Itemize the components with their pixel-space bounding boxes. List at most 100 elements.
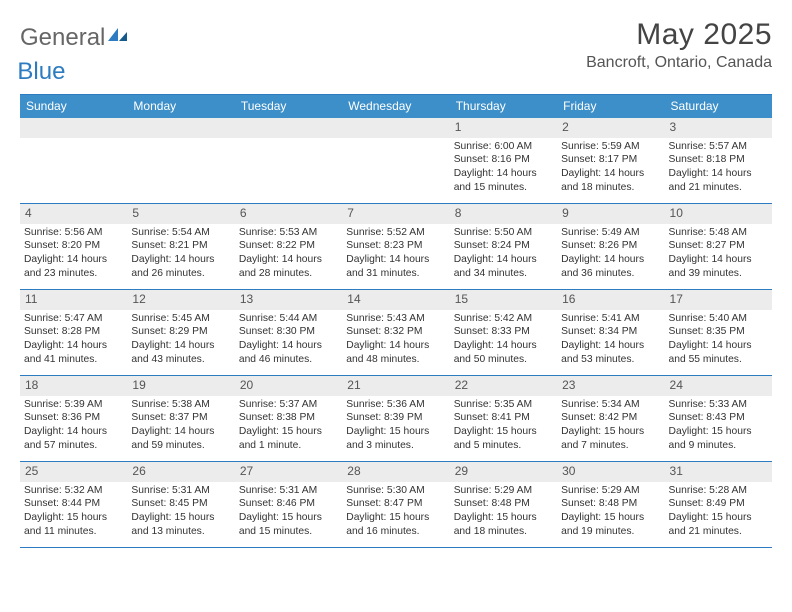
day-cell: 12Sunrise: 5:45 AMSunset: 8:29 PMDayligh… (127, 290, 234, 375)
daylight: Daylight: 15 hours (346, 511, 445, 525)
day-cell: 21Sunrise: 5:36 AMSunset: 8:39 PMDayligh… (342, 376, 449, 461)
daylight: Daylight: 14 hours (131, 339, 230, 353)
sunset: Sunset: 8:22 PM (239, 239, 338, 253)
day-cell: 27 Sunrise: 5:31 AMSunset: 8:46 PMDayligh… (235, 462, 342, 547)
daylight: and 36 minutes. (561, 267, 660, 281)
sunrise: Sunrise: 5:49 AM (561, 226, 660, 240)
sunset: Sunset: 8:37 PM (131, 411, 230, 425)
daylight: Daylight: 15 hours (561, 511, 660, 525)
day-cell: 11Sunrise: 5:47 AMSunset: 8:28 PMDayligh… (20, 290, 127, 375)
dow-sunday: Sunday (20, 95, 127, 118)
sunrise: Sunrise: 5:52 AM (346, 226, 445, 240)
sunset: Sunset: 8:46 PM (239, 497, 338, 511)
sunrise: Sunrise: 5:45 AM (131, 312, 230, 326)
logo-text-1: General (20, 24, 105, 52)
daylight: and 23 minutes. (24, 267, 123, 281)
week-row: 11Sunrise: 5:47 AMSunset: 8:28 PMDayligh… (20, 290, 772, 376)
sunrise: Sunrise: 5:54 AM (131, 226, 230, 240)
daylight: Daylight: 14 hours (131, 253, 230, 267)
daylight: and 15 minutes. (454, 181, 553, 195)
day-number: 6 (235, 204, 342, 224)
week-row: 1Sunrise: 6:00 AMSunset: 8:16 PMDaylight… (20, 118, 772, 204)
dow-thursday: Thursday (450, 95, 557, 118)
daylight: Daylight: 15 hours (239, 511, 338, 525)
day-cell: 10Sunrise: 5:48 AMSunset: 8:27 PMDayligh… (665, 204, 772, 289)
day-number: 20 (235, 376, 342, 396)
day-number: 22 (450, 376, 557, 396)
daylight: Daylight: 14 hours (239, 339, 338, 353)
sunrise: Sunrise: 5:43 AM (346, 312, 445, 326)
day-cell: 4Sunrise: 5:56 AMSunset: 8:20 PMDaylight… (20, 204, 127, 289)
daylight: Daylight: 15 hours (454, 511, 553, 525)
daylight: Daylight: 14 hours (561, 253, 660, 267)
daylight: and 50 minutes. (454, 353, 553, 367)
month-title: May 2025 (586, 18, 772, 52)
day-number: 17 (665, 290, 772, 310)
title-block: May 2025 Bancroft, Ontario, Canada (586, 18, 772, 72)
daylight: and 15 minutes. (239, 525, 338, 539)
day-number: 24 (665, 376, 772, 396)
sunset: Sunset: 8:26 PM (561, 239, 660, 253)
day-cell: 14Sunrise: 5:43 AMSunset: 8:32 PMDayligh… (342, 290, 449, 375)
day-number: 30 (557, 462, 664, 482)
sunrise: Sunrise: 5:44 AM (239, 312, 338, 326)
calendar: SundayMondayTuesdayWednesdayThursdayFrid… (20, 94, 772, 548)
day-number: 16 (557, 290, 664, 310)
day-number: 2 (557, 118, 664, 138)
daylight: and 13 minutes. (131, 525, 230, 539)
dow-saturday: Saturday (665, 95, 772, 118)
day-number: 19 (127, 376, 234, 396)
sunset: Sunset: 8:34 PM (561, 325, 660, 339)
sunrise: Sunrise: 5:28 AM (669, 484, 768, 498)
daylight: and 5 minutes. (454, 439, 553, 453)
daylight: Daylight: 15 hours (454, 425, 553, 439)
day-cell: 31Sunrise: 5:28 AMSunset: 8:49 PMDayligh… (665, 462, 772, 547)
sunset: Sunset: 8:48 PM (454, 497, 553, 511)
day-cell: 5Sunrise: 5:54 AMSunset: 8:21 PMDaylight… (127, 204, 234, 289)
daylight: and 11 minutes. (24, 525, 123, 539)
daylight: and 7 minutes. (561, 439, 660, 453)
sunrise: Sunrise: 5:53 AM (239, 226, 338, 240)
location: Bancroft, Ontario, Canada (586, 54, 772, 72)
day-cell: 20Sunrise: 5:37 AMSunset: 8:38 PMDayligh… (235, 376, 342, 461)
sunrise: Sunrise: 5:37 AM (239, 398, 338, 412)
sunrise: Sunrise: 5:31 AM (239, 484, 338, 498)
day-cell: 13Sunrise: 5:44 AMSunset: 8:30 PMDayligh… (235, 290, 342, 375)
daylight: and 1 minute. (239, 439, 338, 453)
daylight: Daylight: 15 hours (131, 511, 230, 525)
day-number: 3 (665, 118, 772, 138)
day-number: 11 (20, 290, 127, 310)
daylight: and 26 minutes. (131, 267, 230, 281)
daylight: and 31 minutes. (346, 267, 445, 281)
daylight: Daylight: 15 hours (669, 511, 768, 525)
week-row: 18Sunrise: 5:39 AMSunset: 8:36 PMDayligh… (20, 376, 772, 462)
day-cell: 7Sunrise: 5:52 AMSunset: 8:23 PMDaylight… (342, 204, 449, 289)
sunset: Sunset: 8:48 PM (561, 497, 660, 511)
sunset: Sunset: 8:47 PM (346, 497, 445, 511)
daylight: Daylight: 14 hours (669, 167, 768, 181)
day-number: 5 (127, 204, 234, 224)
day-cell: 18Sunrise: 5:39 AMSunset: 8:36 PMDayligh… (20, 376, 127, 461)
sunset: Sunset: 8:42 PM (561, 411, 660, 425)
sunrise: Sunrise: 5:38 AM (131, 398, 230, 412)
day-cell-empty (342, 118, 449, 203)
sunset: Sunset: 8:32 PM (346, 325, 445, 339)
sunrise: Sunrise: 5:41 AM (561, 312, 660, 326)
day-cell: 16 Sunrise: 5:41 AMSunset: 8:34 PMDayligh… (557, 290, 664, 375)
day-number (235, 118, 342, 138)
day-number: 27 (235, 462, 342, 482)
day-cell: 17Sunrise: 5:40 AMSunset: 8:35 PMDayligh… (665, 290, 772, 375)
day-cell-empty (235, 118, 342, 203)
day-cell: 9Sunrise: 5:49 AMSunset: 8:26 PMDaylight… (557, 204, 664, 289)
day-number (342, 118, 449, 138)
sunset: Sunset: 8:45 PM (131, 497, 230, 511)
logo-text-2: Blue (17, 58, 65, 86)
daylight: Daylight: 14 hours (346, 253, 445, 267)
daylight: Daylight: 14 hours (561, 339, 660, 353)
sunset: Sunset: 8:33 PM (454, 325, 553, 339)
sunset: Sunset: 8:17 PM (561, 153, 660, 167)
daylight: and 41 minutes. (24, 353, 123, 367)
daylight: Daylight: 14 hours (346, 339, 445, 353)
day-number: 21 (342, 376, 449, 396)
dow-wednesday: Wednesday (342, 95, 449, 118)
